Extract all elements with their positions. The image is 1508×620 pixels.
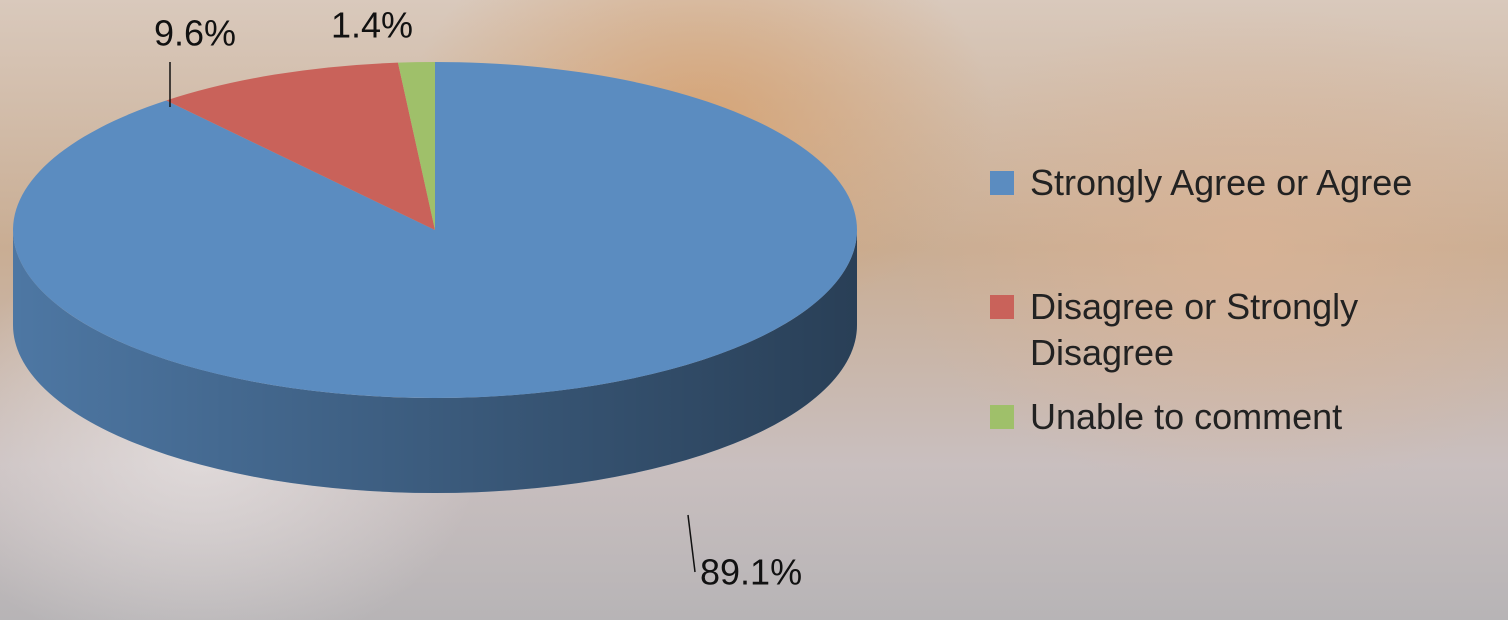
- legend-item: Strongly Agree or Agree: [990, 160, 1480, 206]
- data-label: 89.1%: [700, 552, 802, 593]
- legend-item: Disagree or Strongly Disagree: [990, 284, 1480, 376]
- leader-line: [688, 515, 695, 572]
- data-label: 1.4%: [331, 5, 413, 46]
- legend-swatch: [990, 405, 1014, 429]
- legend-item: Unable to comment: [990, 394, 1480, 440]
- legend-label: Strongly Agree or Agree: [1030, 160, 1412, 206]
- legend-swatch: [990, 171, 1014, 195]
- legend-label: Disagree or Strongly Disagree: [1030, 284, 1480, 376]
- legend-label: Unable to comment: [1030, 394, 1342, 440]
- legend: Strongly Agree or Agree Disagree or Stron…: [990, 160, 1480, 440]
- legend-swatch: [990, 295, 1014, 319]
- data-label: 9.6%: [154, 13, 236, 54]
- page: {"chart_data": {"type": "pie", "categori…: [0, 0, 1508, 620]
